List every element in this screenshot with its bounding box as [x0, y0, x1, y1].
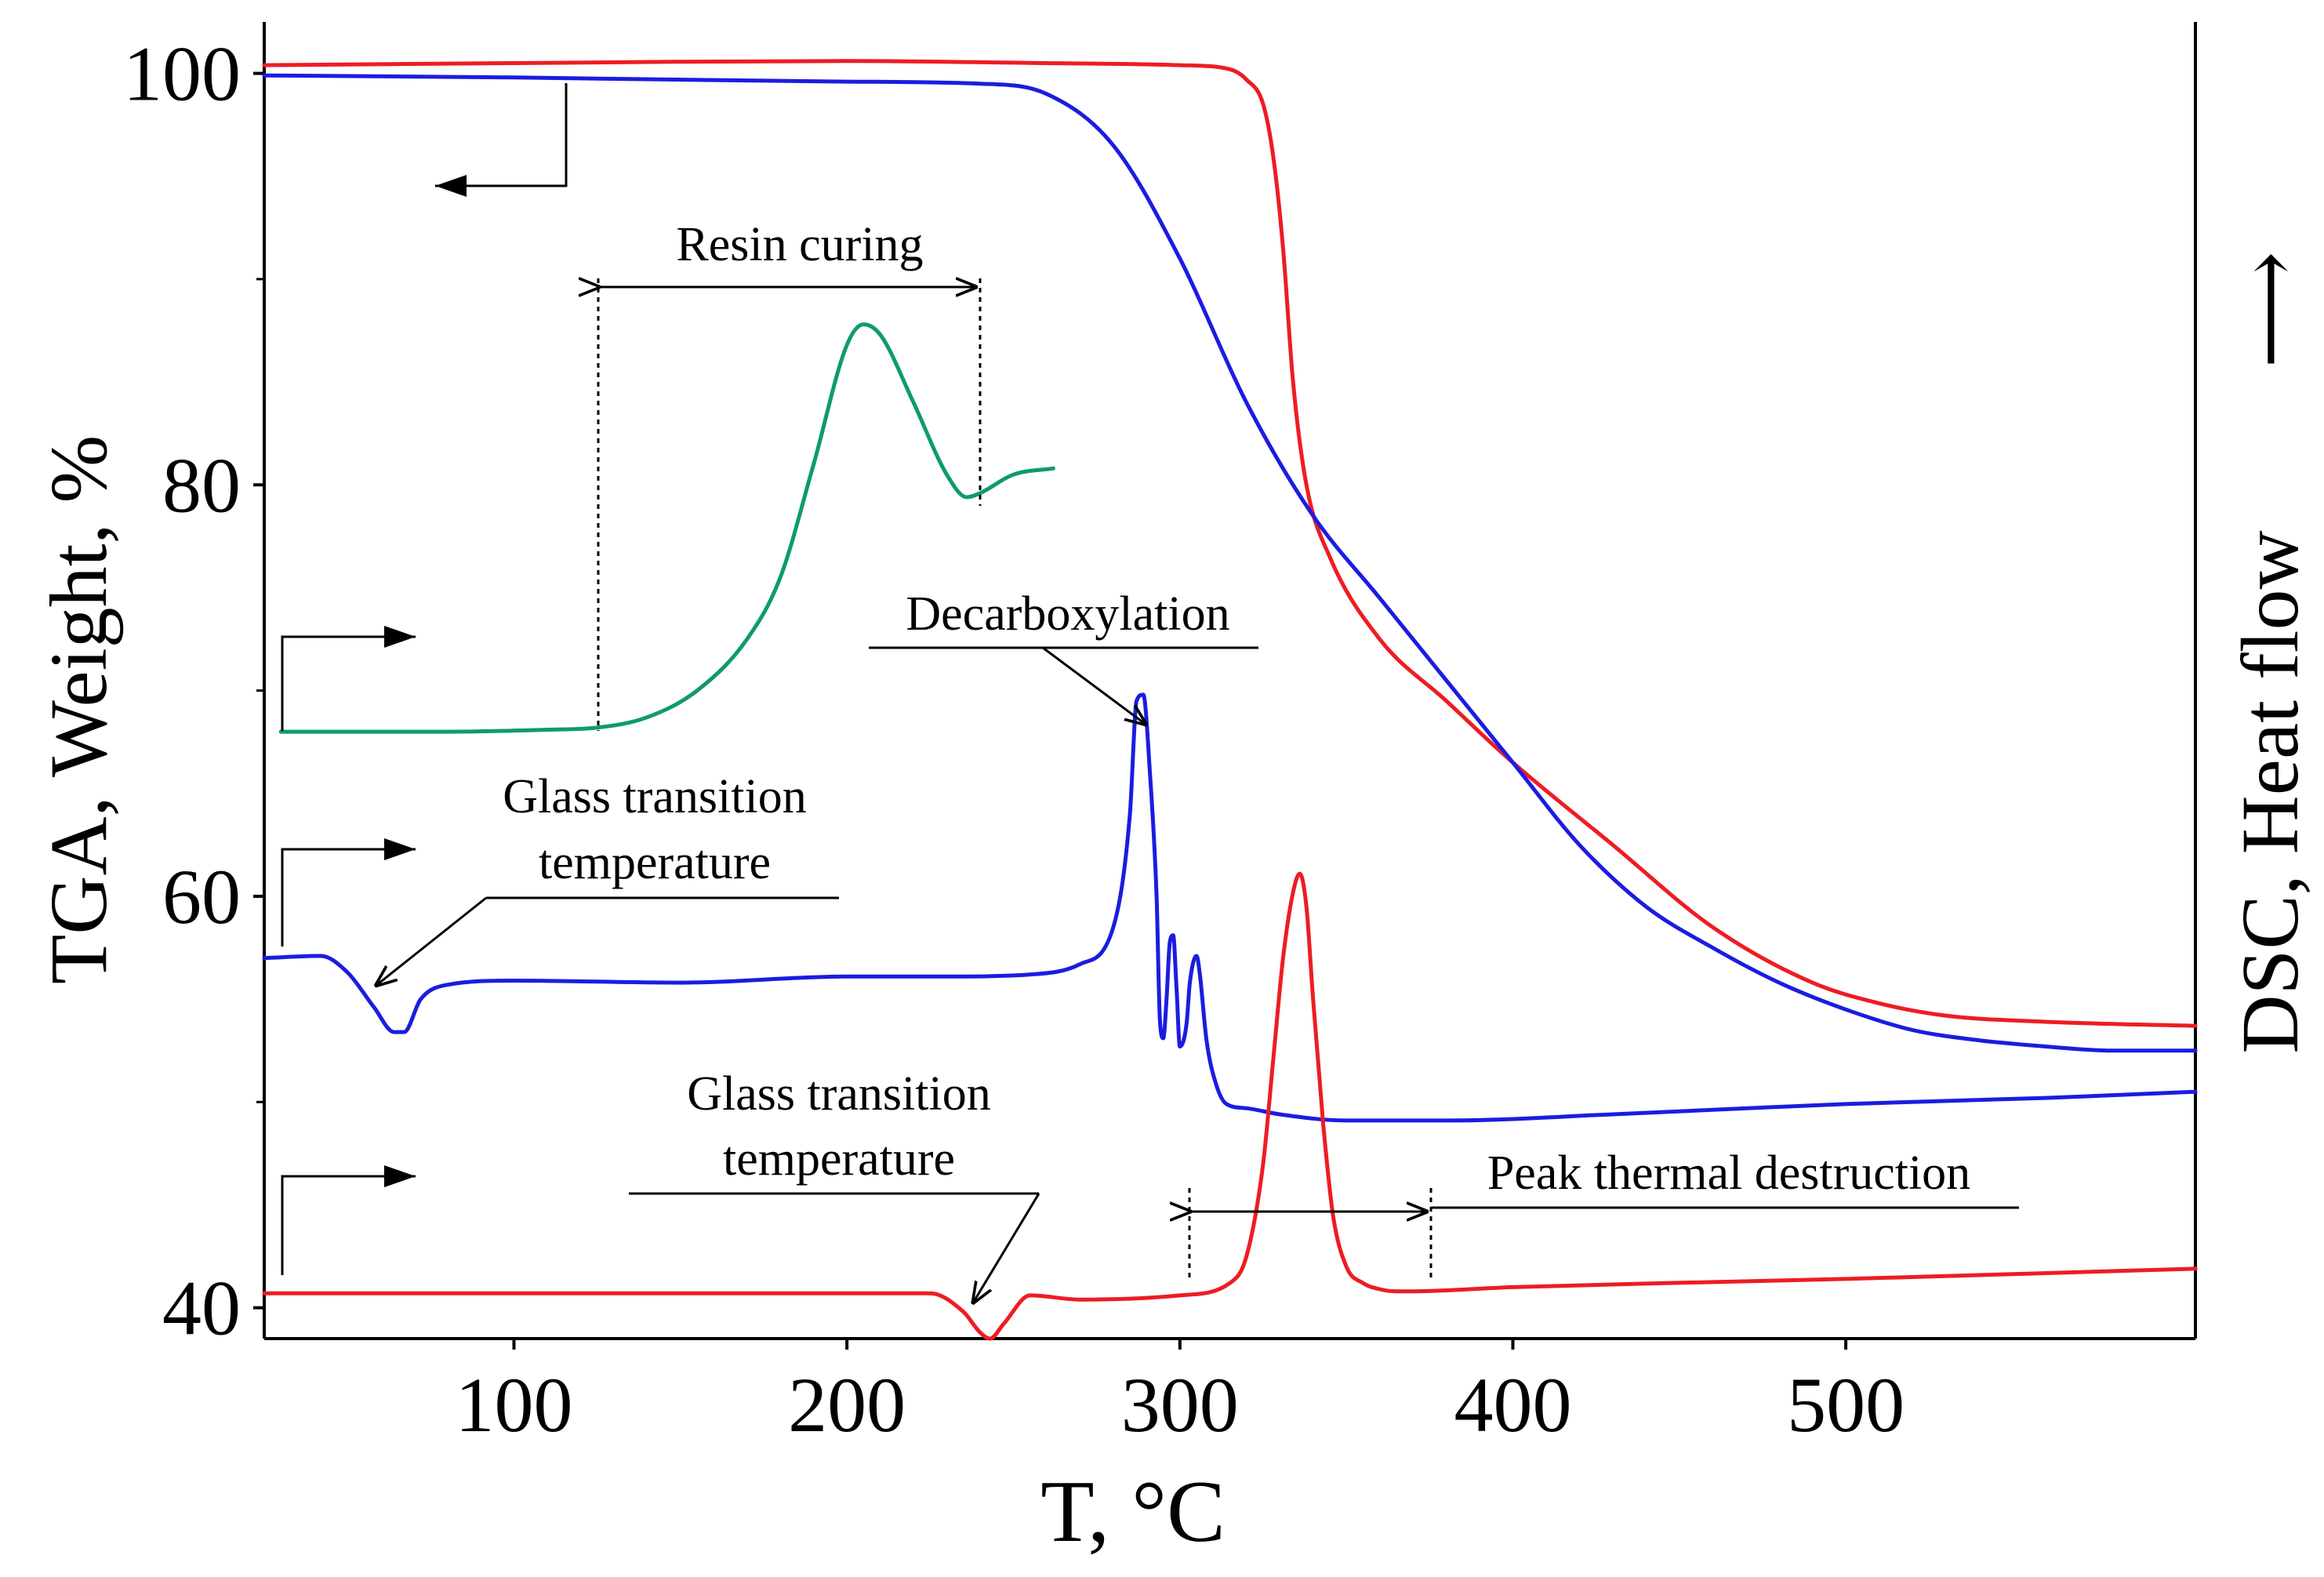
y-axis-title: TGA, Weight, % — [34, 435, 124, 984]
x-axis-title: T, °C — [1040, 1463, 1226, 1561]
axis-ticks: 100 200 300 400 500 40 60 80 100 — [123, 31, 1905, 1448]
decarboxylation-pointer — [1042, 646, 1147, 725]
decarboxylation-label: Decarboxylation — [906, 587, 1229, 641]
annotation-glass-transition-red: Glass transition temperature — [629, 1067, 1040, 1304]
data-curves — [262, 59, 2198, 1341]
series-dsc-green — [278, 322, 1055, 734]
peak-thermal-destruction-label: Peak thermal destruction — [1487, 1146, 1970, 1200]
tga-axis-indicator-arrow — [435, 83, 568, 197]
blue-dsc-indicator-arrow — [281, 838, 416, 947]
y-tick-label: 80 — [162, 441, 241, 529]
glass-transition-blue-label-line1: Glass transition — [503, 770, 806, 823]
annotation-peak-thermal-destruction: Peak thermal destruction — [1189, 1146, 2019, 1281]
x-tick-label: 500 — [1787, 1361, 1905, 1448]
series-tga-red — [262, 59, 2198, 1028]
series-dsc-red — [262, 871, 2198, 1341]
x-tick-label: 100 — [455, 1361, 572, 1448]
glass-transition-red-label-line2: temperature — [723, 1132, 955, 1186]
heat-flow-arrow-icon: ⟶ — [2225, 251, 2315, 368]
y-tick-label: 40 — [162, 1265, 241, 1352]
y-tick-label: 60 — [162, 853, 241, 940]
red-dsc-indicator-arrow — [281, 1165, 416, 1275]
series-axis-indicators — [281, 83, 568, 1275]
glass-transition-red-pointer — [972, 1193, 1040, 1304]
annotation-decarboxylation: Decarboxylation — [869, 587, 1258, 725]
glass-transition-red-label-line1: Glass transition — [687, 1067, 990, 1121]
x-tick-label: 200 — [788, 1361, 906, 1448]
y-tick-label: 100 — [123, 31, 241, 118]
resin-curing-label: Resin curing — [676, 218, 923, 271]
plot-frame — [263, 22, 2197, 1340]
glass-transition-blue-pointer — [375, 896, 487, 987]
x-tick-label: 300 — [1121, 1361, 1239, 1448]
y2-axis-title: DSC, Heat flow — [2225, 530, 2315, 1053]
annotation-resin-curing: Resin curing — [598, 218, 982, 731]
green-dsc-indicator-arrow — [281, 626, 416, 731]
annotation-glass-transition-blue: Glass transition temperature — [375, 770, 839, 987]
x-tick-label: 400 — [1454, 1361, 1571, 1448]
series-tga-blue — [262, 73, 2198, 1053]
series-dsc-blue — [262, 692, 2198, 1123]
glass-transition-blue-label-line2: temperature — [539, 836, 771, 889]
